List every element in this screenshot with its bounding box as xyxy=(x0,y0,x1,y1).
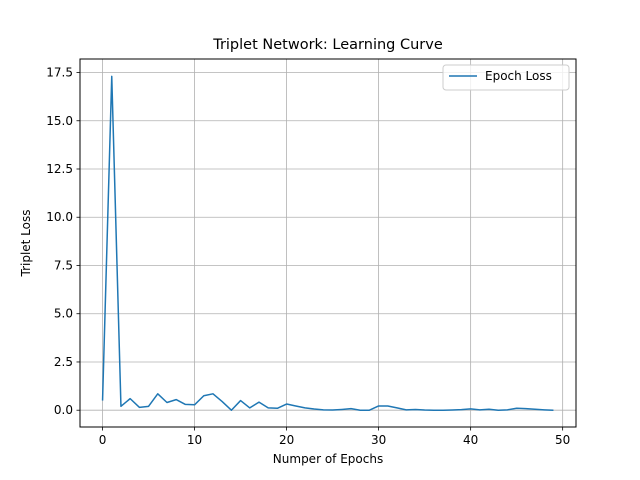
x-tick-label: 0 xyxy=(99,433,107,447)
legend-entry-epoch-loss: Epoch Loss xyxy=(485,69,552,83)
y-tick-label: 12.5 xyxy=(46,162,73,176)
legend: Epoch Loss xyxy=(442,64,570,91)
tick-layer: 0 10 20 30 40 50 0.0 2.5 5.0 7.5 10.0 12.5 15.0 17.5 xyxy=(46,66,570,447)
x-tick-label: 10 xyxy=(187,433,202,447)
x-tick-label: 40 xyxy=(463,433,478,447)
y-tick-label: 15.0 xyxy=(46,114,73,128)
x-tick-label: 20 xyxy=(279,433,294,447)
y-tick-label: 0.0 xyxy=(54,403,73,417)
x-tick-label: 30 xyxy=(371,433,386,447)
grid-layer xyxy=(80,59,576,427)
y-axis-label: Triplet Loss xyxy=(19,209,33,277)
y-tick-label: 17.5 xyxy=(46,66,73,80)
y-tick-label: 5.0 xyxy=(54,307,73,321)
series-layer xyxy=(101,75,554,411)
series-line-epoch-loss xyxy=(101,75,554,411)
chart-title: Triplet Network: Learning Curve xyxy=(212,37,443,53)
y-tick-label: 2.5 xyxy=(54,355,73,369)
y-tick-label: 10.0 xyxy=(46,210,73,224)
plot-frame xyxy=(79,58,577,428)
x-tick-label: 50 xyxy=(555,433,570,447)
x-axis-label: Numper of Epochs xyxy=(273,452,383,466)
y-tick-label: 7.5 xyxy=(54,258,73,272)
legend-box xyxy=(442,64,570,91)
